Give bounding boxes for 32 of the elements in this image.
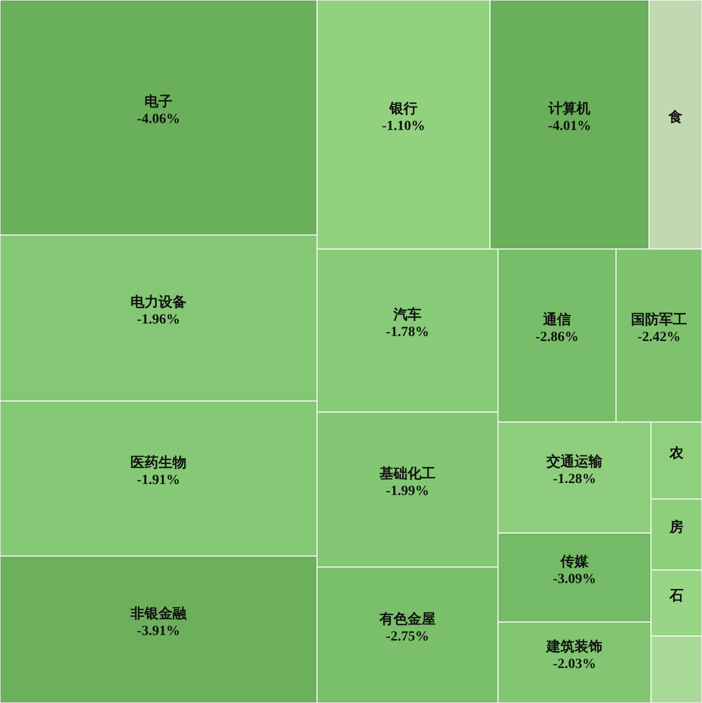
data-label: -3.91% <box>136 624 180 639</box>
data-label: -1.10% <box>382 119 426 134</box>
category-label: 银行 <box>388 100 418 116</box>
category-label: 有色金屋 <box>378 610 436 626</box>
category-label: 国防军工 <box>631 311 687 327</box>
data-label: -2.75% <box>386 630 430 644</box>
data-label: -1.99% <box>386 484 430 499</box>
category-label: 电力设备 <box>130 294 186 310</box>
category-label: 农 <box>668 444 684 460</box>
data-label: -1.28% <box>552 472 596 487</box>
data-label: -1.96% <box>136 312 180 328</box>
data-label: -4.06% <box>136 112 180 127</box>
category-label: 基础化工 <box>378 465 436 481</box>
data-label: -2.03% <box>552 657 596 672</box>
category-label: 医药生物 <box>130 454 186 470</box>
data-label: -3.09% <box>552 572 596 587</box>
data-label: -1.91% <box>136 473 180 488</box>
data-label: -1.78% <box>386 325 430 340</box>
category-label: 计算机 <box>548 100 590 116</box>
category-label: 石 <box>668 587 684 603</box>
category-label: 食 <box>668 108 682 124</box>
data-label: -4.01% <box>548 119 592 134</box>
category-label: 汽车 <box>392 306 422 322</box>
category-label: 通信 <box>542 311 571 327</box>
data-label: -2.86% <box>535 330 579 345</box>
category-label: 建筑装饰 <box>546 638 602 654</box>
category-label: 电子 <box>144 93 172 109</box>
data-label: -2.42% <box>637 330 681 345</box>
category-label: 房 <box>668 518 684 534</box>
category-label: 传媒 <box>560 553 590 569</box>
category-label: 交通运输 <box>546 453 604 469</box>
category-label: 非银金融 <box>130 605 188 621</box>
